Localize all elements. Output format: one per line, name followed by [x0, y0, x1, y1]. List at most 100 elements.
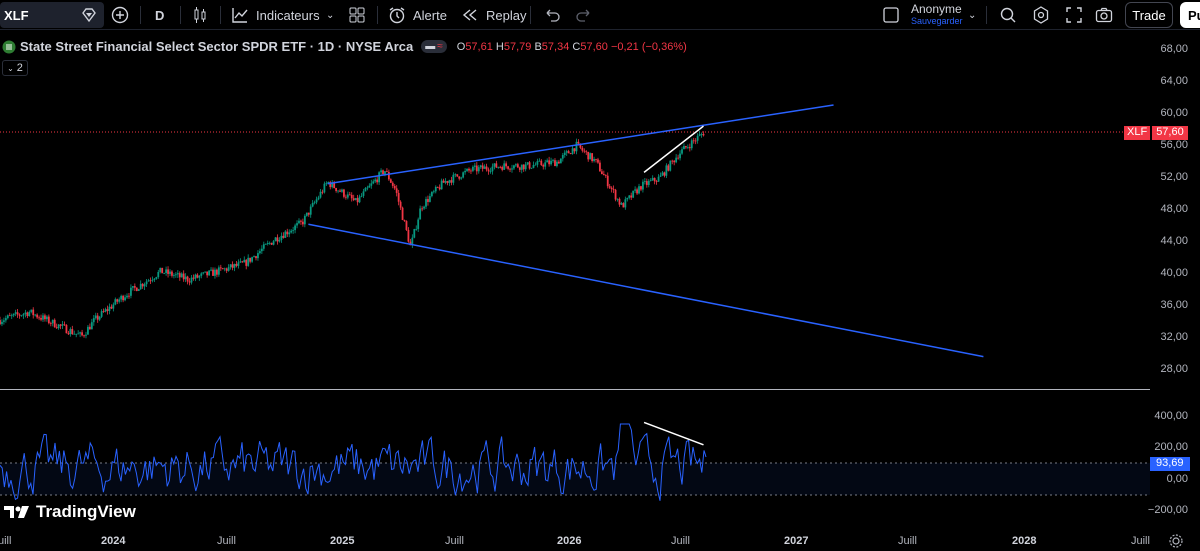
candle-body [85, 334, 87, 336]
candle-body [685, 146, 687, 148]
add-symbol-button[interactable] [110, 0, 130, 30]
publish-button[interactable]: Pu [1180, 2, 1200, 28]
candle-body [481, 165, 484, 169]
interval-button[interactable]: D [155, 7, 165, 23]
candle-body [266, 242, 269, 244]
time-label: 2027 [784, 535, 809, 547]
candle-body [323, 183, 326, 193]
candle-body [315, 199, 318, 203]
plus-circle-icon [111, 6, 129, 24]
candle-body [444, 181, 447, 183]
chart-type-button[interactable] [190, 0, 210, 30]
candle-body [319, 191, 322, 198]
candle-body [87, 326, 89, 335]
candle-body [184, 276, 187, 280]
candle-body [368, 185, 371, 188]
candle-body [38, 317, 40, 319]
candle-body [473, 165, 476, 167]
quick-search-button[interactable] [998, 0, 1018, 30]
divider [140, 6, 141, 24]
candle-body [10, 315, 13, 317]
price-label: 40,00 [1160, 267, 1188, 279]
candle-body [286, 231, 289, 235]
candle-body [581, 147, 584, 151]
layout-button[interactable] [347, 0, 367, 30]
indicators-button[interactable]: Indicateurs [230, 0, 320, 30]
trade-button[interactable]: Trade [1125, 2, 1173, 28]
candle-body [456, 174, 459, 177]
candle-body [405, 221, 408, 230]
settings-button[interactable] [1031, 0, 1051, 30]
candle-body [653, 177, 656, 182]
candle-body [507, 166, 509, 169]
symbol-title[interactable]: State Street Financial Select Sector SPD… [20, 39, 414, 54]
candle-body [235, 263, 238, 266]
redo-button[interactable] [574, 0, 594, 30]
trendline-upper[interactable] [327, 104, 834, 185]
indicator-scale-label: 400,00 [1154, 410, 1188, 422]
trendline-price-divergence[interactable] [643, 125, 704, 173]
candle-body [442, 180, 445, 183]
candle-body [673, 160, 676, 163]
time-label: Juill [898, 535, 917, 547]
chevron-down-icon[interactable]: ⌄ [326, 9, 335, 21]
time-label: Juill [1131, 535, 1150, 547]
candle-body [165, 269, 168, 273]
candle-body [579, 143, 582, 148]
candle-body [479, 165, 482, 168]
trendline-lower[interactable] [308, 223, 984, 358]
alert-button[interactable]: Alerte [387, 0, 447, 30]
candle-body [81, 332, 83, 336]
candle-body [434, 186, 437, 192]
undo-button[interactable] [542, 0, 562, 30]
replay-button[interactable]: Replay [460, 0, 526, 30]
candle-body [36, 314, 39, 318]
candle-body [571, 148, 574, 154]
candle-body [372, 181, 375, 184]
symbol-search[interactable]: XLF [0, 2, 104, 28]
candle-body [671, 160, 674, 162]
candle-body [563, 152, 566, 156]
candle-body [491, 166, 494, 172]
candle-body [688, 147, 691, 149]
candle-body [333, 182, 336, 189]
candle-body [628, 195, 631, 198]
candle-body [120, 295, 123, 300]
price-chart[interactable] [0, 0, 1150, 530]
low-label: B [534, 40, 542, 53]
candle-body [391, 182, 394, 186]
gear-icon[interactable] [1168, 533, 1184, 549]
candle-body [98, 316, 101, 320]
candle-body [409, 241, 412, 246]
snapshot-button[interactable] [1094, 0, 1114, 30]
candle-body [200, 273, 203, 276]
candle-body [14, 312, 17, 314]
candle-body [642, 181, 644, 190]
candle-body [239, 261, 242, 263]
user-layout-menu[interactable]: Anonyme Sauvegarder [911, 0, 963, 30]
candle-body [636, 189, 638, 194]
square-icon [883, 7, 899, 23]
candle-body [102, 311, 105, 312]
tradingview-logo[interactable]: TradingView [4, 502, 136, 522]
candle-body [329, 182, 332, 188]
price-scale[interactable]: 68,00 64,00 60,00 56,00 52,00 48,00 44,0… [1148, 0, 1200, 551]
candle-body [90, 322, 93, 330]
candle-body [51, 319, 54, 324]
market-status[interactable]: ▬ ≈ [421, 40, 447, 53]
candle-body [268, 242, 271, 244]
diamond-icon[interactable] [80, 6, 98, 24]
fullscreen-button[interactable] [1064, 0, 1084, 30]
candle-body [436, 186, 439, 188]
candle-body [352, 198, 355, 201]
candle-body [413, 229, 416, 238]
candle-body [358, 196, 361, 203]
chevron-down-icon[interactable]: ⌄ [968, 9, 977, 21]
collapse-indicators-button[interactable]: ⌄ 2 [2, 60, 28, 76]
candle-body [251, 257, 253, 262]
candles-group [0, 131, 705, 339]
layout-name-checkbox[interactable] [882, 0, 900, 30]
time-axis[interactable]: uill 2024 Juill 2025 Juill 2026 Juill 20… [0, 530, 1200, 551]
indicator-divergence-line[interactable] [643, 421, 704, 446]
time-label: Juill [217, 535, 236, 547]
